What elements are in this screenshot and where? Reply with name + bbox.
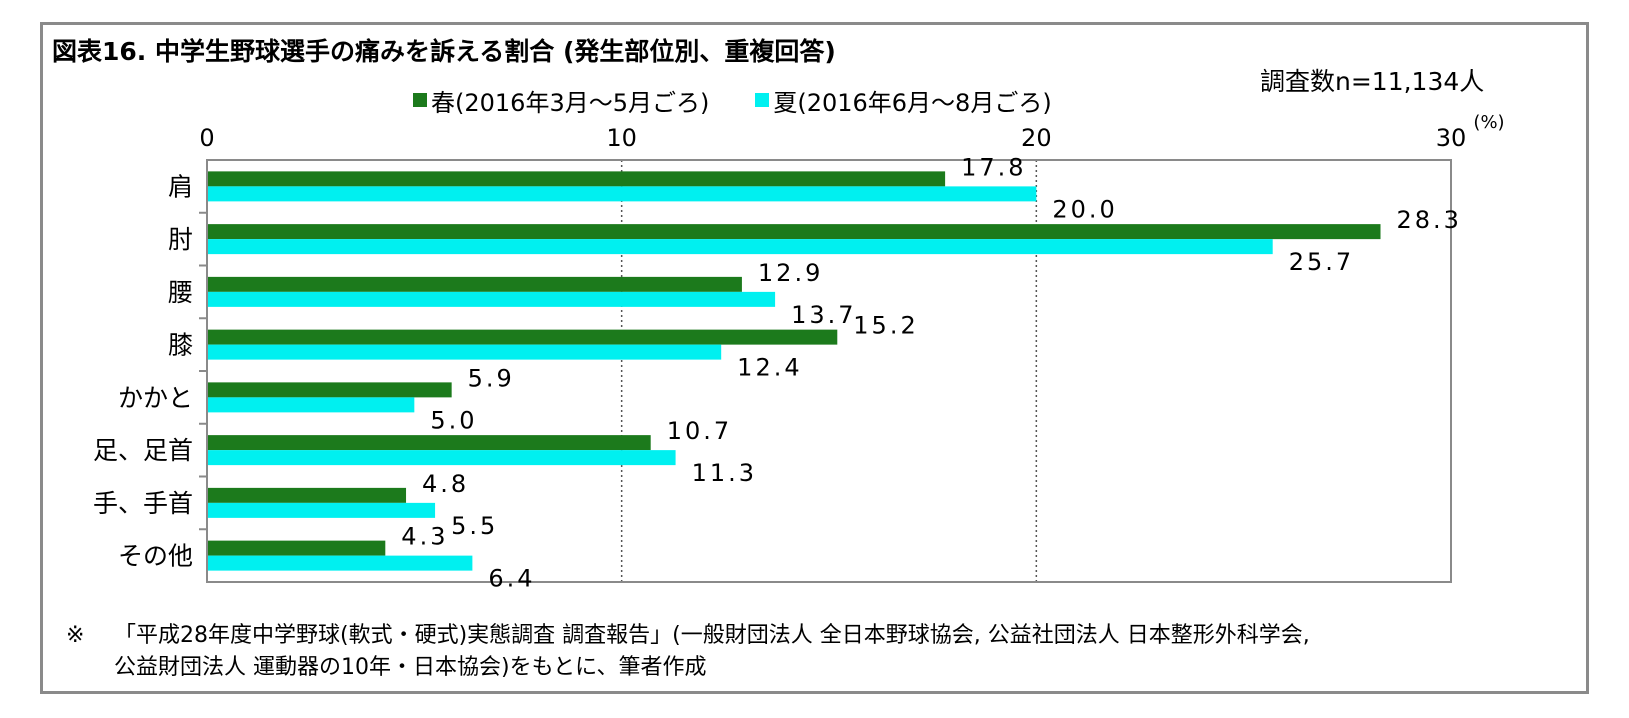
chart-frame [40, 22, 1589, 694]
category-label: 腰 [168, 278, 193, 307]
tick-label: 30 [1436, 124, 1467, 152]
bar-summer [208, 555, 473, 571]
note-line-1: 「平成28年度中学野球(軟式・硬式)実態調査 調査報告」(一般財団法人 全日本野… [114, 623, 1310, 648]
data-label: 4.3 [401, 523, 448, 551]
data-label: 11.3 [692, 459, 757, 487]
bar-spring [208, 224, 1381, 240]
note-mark: ※ [66, 623, 85, 648]
legend-item-summer: 夏(2016年6月～8月ごろ) [755, 83, 1052, 118]
category-label: 手、手首 [93, 489, 193, 518]
data-label: 17.8 [961, 153, 1026, 181]
bar-spring [208, 540, 386, 556]
data-label: 12.9 [758, 259, 823, 287]
data-label: 6.4 [488, 565, 535, 593]
bar-spring [208, 435, 651, 451]
legend: 春(2016年3月～5月ごろ) 夏(2016年6月～8月ごろ) [413, 83, 1098, 118]
sample-size: 調査数n=11,134人 [1260, 67, 1485, 96]
bar-summer [208, 450, 676, 466]
bar-summer [208, 344, 722, 360]
category-label: その他 [118, 542, 193, 571]
category-label: 足、足首 [93, 436, 193, 465]
data-label: 10.7 [667, 417, 732, 445]
data-label: 28.3 [1397, 206, 1462, 234]
bar-spring [208, 329, 838, 345]
category-label: 肘 [168, 225, 193, 254]
data-label: 5.5 [451, 512, 498, 540]
source-note: ※ 「平成28年度中学野球(軟式・硬式)実態調査 調査報告」(一般財団法人 全日本… [66, 620, 1310, 684]
legend-label-spring: 春(2016年3月～5月ごろ) [431, 88, 710, 117]
tick-label: 20 [1021, 124, 1052, 152]
data-label: 5.9 [468, 364, 515, 392]
chart-title: 図表16. 中学生野球選手の痛みを訴える割合 (発生部位別、重複回答) [52, 37, 836, 66]
data-label: 15.2 [853, 312, 918, 340]
note-line-2: 公益財団法人 運動器の10年・日本協会)をもとに、筆者作成 [114, 655, 707, 680]
bar-summer [208, 186, 1037, 202]
data-label: 12.4 [737, 354, 802, 382]
unit-label: (%) [1473, 112, 1504, 133]
data-label: 25.7 [1289, 248, 1354, 276]
plot-area [206, 159, 1452, 583]
bar-summer [208, 502, 436, 518]
data-label: 20.0 [1052, 195, 1117, 223]
category-label: 膝 [168, 331, 193, 360]
bar-spring [208, 487, 407, 503]
bar-spring [208, 276, 742, 292]
data-label: 4.8 [422, 470, 469, 498]
bar-summer [208, 291, 776, 307]
bar-spring [208, 382, 452, 398]
tick-label: 10 [606, 124, 637, 152]
legend-label-summer: 夏(2016年6月～8月ごろ) [773, 88, 1052, 117]
data-label: 5.0 [430, 406, 477, 434]
bar-summer [208, 397, 415, 413]
legend-swatch-spring [413, 93, 427, 107]
legend-item-spring: 春(2016年3月～5月ごろ) [413, 83, 709, 118]
tick-label: 0 [199, 124, 214, 152]
bar-summer [208, 239, 1273, 255]
bar-spring [208, 171, 946, 187]
legend-swatch-summer [755, 93, 770, 107]
category-label: 肩 [168, 172, 193, 201]
category-label: かかと [118, 383, 193, 412]
data-label: 13.7 [791, 301, 856, 329]
